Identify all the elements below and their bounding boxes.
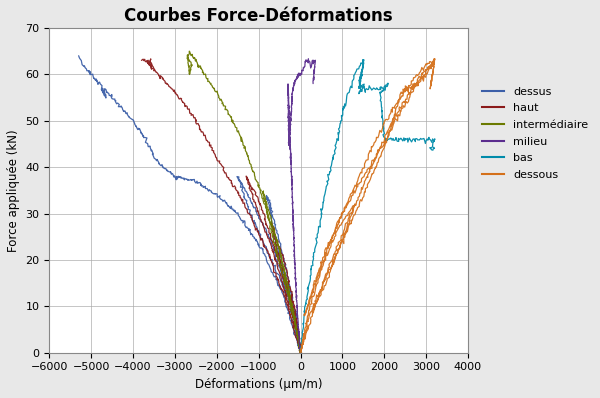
Legend: dessus, haut, intermédiaire, milieu, bas, dessous: dessus, haut, intermédiaire, milieu, bas…: [478, 82, 593, 184]
Title: Courbes Force-Déformations: Courbes Force-Déformations: [124, 7, 393, 25]
Y-axis label: Force appliquée (kN): Force appliquée (kN): [7, 129, 20, 252]
X-axis label: Déformations (μm/m): Déformations (μm/m): [195, 378, 322, 391]
